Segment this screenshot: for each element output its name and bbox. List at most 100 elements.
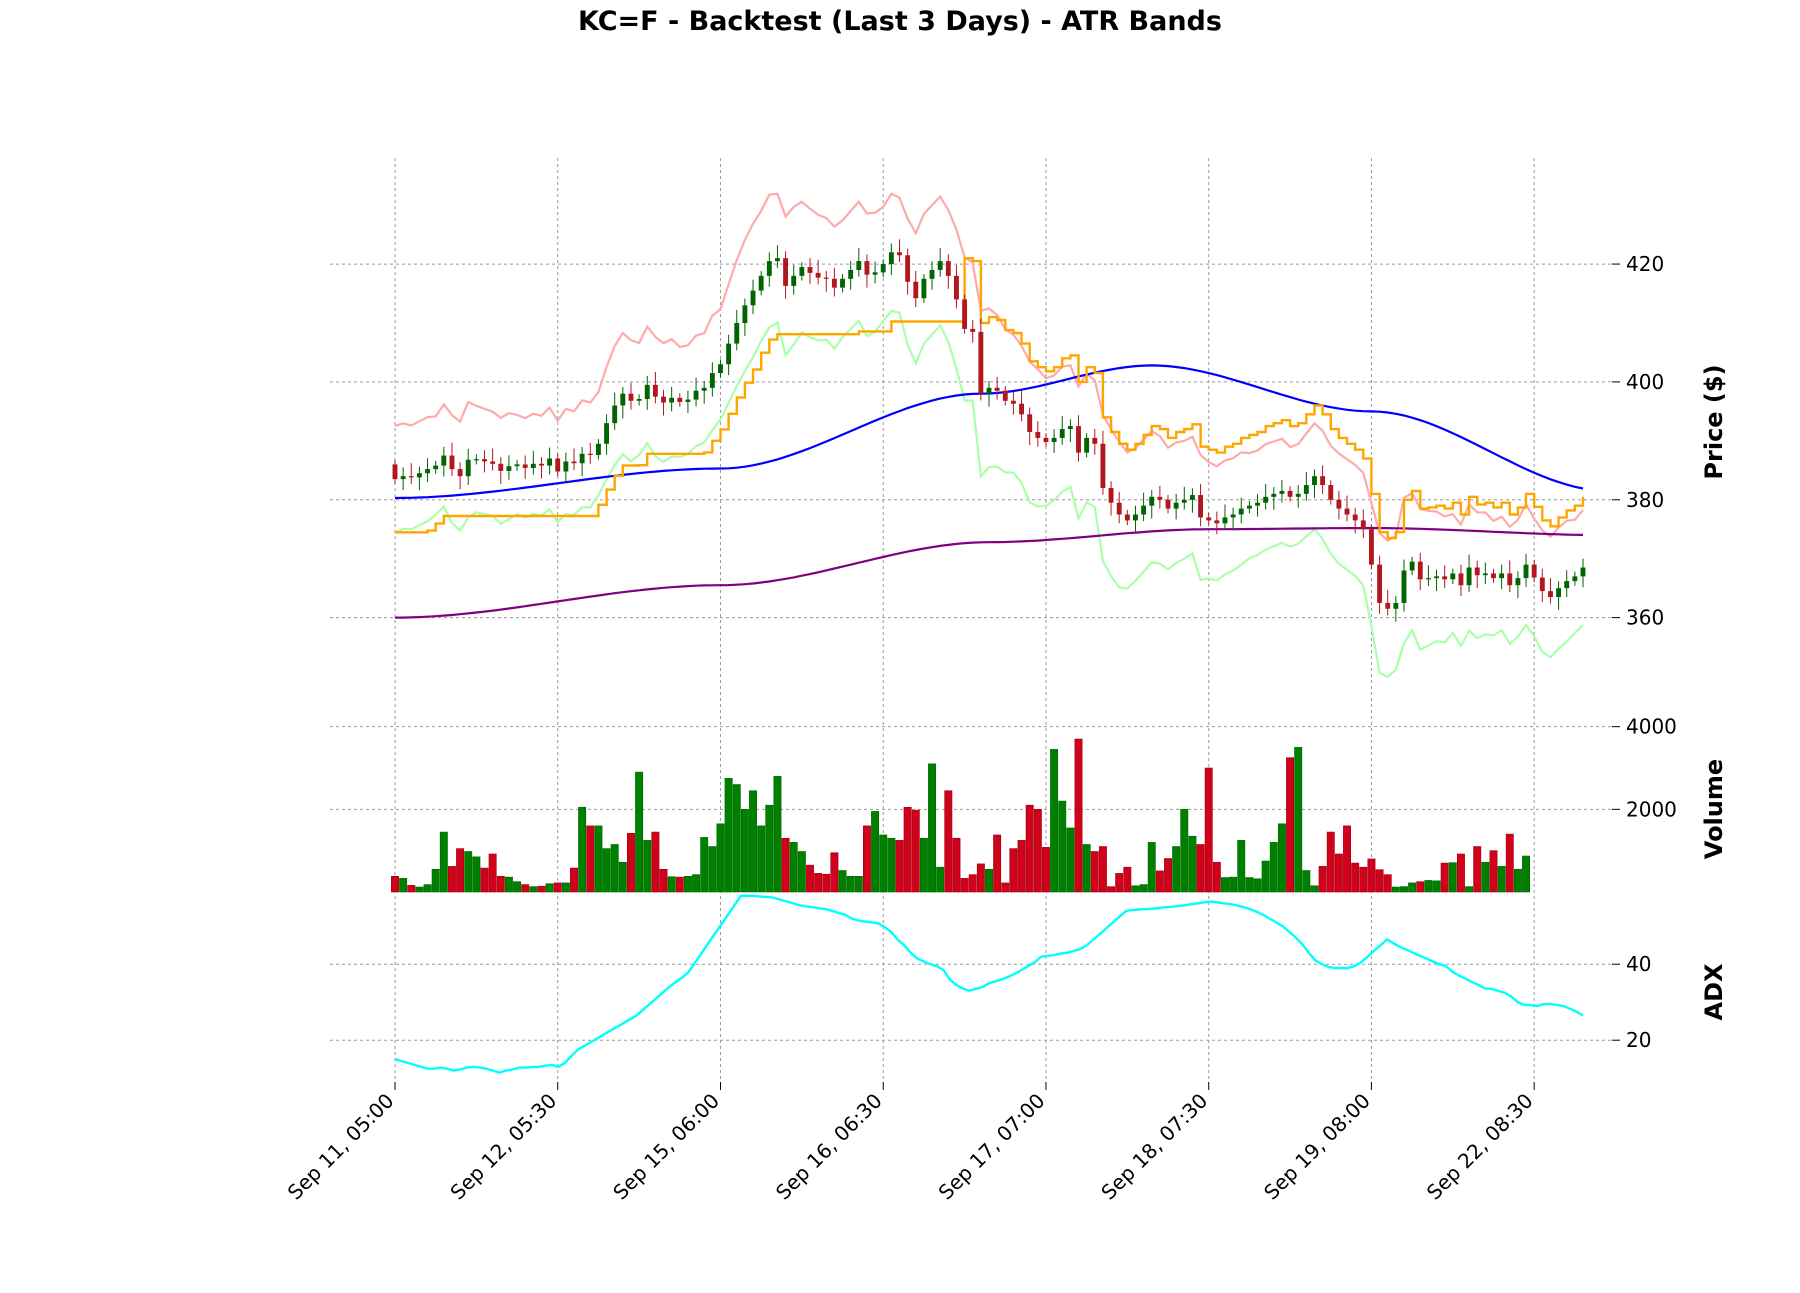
adx-line bbox=[394, 894, 1584, 1074]
volume-bar bbox=[1408, 882, 1417, 893]
candle-body bbox=[1295, 493, 1301, 497]
volume-bar bbox=[1359, 866, 1368, 893]
volume-bar bbox=[423, 884, 432, 893]
volume-bar bbox=[635, 771, 644, 893]
volume-bar bbox=[1131, 885, 1140, 893]
x-tick-label: Sep 11, 05:00 bbox=[283, 1089, 399, 1205]
volume-bar bbox=[1343, 825, 1351, 893]
volume-bar bbox=[399, 878, 408, 893]
x-tick-label: Sep 12, 05:30 bbox=[445, 1089, 561, 1205]
candle-body bbox=[734, 322, 740, 344]
candle-body bbox=[1572, 576, 1578, 582]
candle-body bbox=[1368, 529, 1374, 565]
candle-body bbox=[1165, 499, 1171, 509]
volume-bar bbox=[521, 884, 530, 893]
candle-body bbox=[522, 464, 528, 468]
volume-bar bbox=[1473, 846, 1482, 893]
trailing-stop-line bbox=[395, 257, 1585, 540]
volume-bar bbox=[472, 856, 481, 893]
candle-body bbox=[1255, 502, 1260, 506]
candle-body bbox=[921, 278, 927, 299]
volume-bar bbox=[610, 844, 619, 893]
candle-body bbox=[1124, 514, 1130, 521]
volume-bar bbox=[944, 790, 953, 893]
volume-bar bbox=[513, 881, 522, 893]
candle-body bbox=[1385, 602, 1391, 609]
candle-body bbox=[1466, 567, 1472, 586]
x-tick-label: Sep 22, 08:30 bbox=[1422, 1089, 1538, 1205]
volume-bar bbox=[1033, 809, 1042, 893]
candle-body bbox=[677, 397, 683, 402]
candle-body bbox=[693, 390, 699, 400]
candle-body bbox=[954, 275, 959, 300]
candle-body bbox=[400, 476, 406, 480]
candle-body bbox=[742, 305, 748, 323]
volume-bar bbox=[1351, 862, 1360, 893]
x-tick-label: Sep 15, 06:00 bbox=[608, 1089, 724, 1205]
candle-body bbox=[392, 464, 398, 480]
volume-bar bbox=[1318, 866, 1327, 893]
candle-body bbox=[1198, 495, 1204, 518]
volume-bar bbox=[643, 840, 652, 893]
adx-y-tick-label: 40 bbox=[1626, 952, 1651, 976]
candle-body bbox=[587, 453, 593, 456]
volume-bar bbox=[1066, 827, 1075, 893]
candle-body bbox=[897, 252, 902, 256]
candle-body bbox=[1556, 588, 1562, 597]
volume-bar bbox=[838, 870, 847, 893]
candle-body bbox=[718, 364, 723, 374]
candle-body bbox=[490, 461, 496, 464]
x-tick-label: Sep 18, 07:30 bbox=[1096, 1089, 1212, 1205]
candle-body bbox=[644, 384, 650, 400]
candle-body bbox=[441, 455, 447, 466]
volume-bar bbox=[1253, 878, 1262, 893]
candle-body bbox=[1263, 496, 1269, 503]
candle-body bbox=[807, 267, 813, 273]
candle-body bbox=[1491, 573, 1496, 579]
volume-bar bbox=[1261, 860, 1270, 893]
candle-body bbox=[1116, 502, 1122, 515]
volume-bar bbox=[1115, 873, 1124, 893]
volume-bar bbox=[773, 775, 782, 893]
candle-body bbox=[563, 461, 569, 472]
lower-atr-band-line bbox=[394, 309, 1584, 679]
volume-bar bbox=[651, 831, 660, 893]
volume-bar bbox=[716, 823, 725, 893]
volume-bar bbox=[732, 784, 741, 893]
candle-body bbox=[1246, 505, 1252, 509]
volume-bar bbox=[822, 873, 831, 893]
candle-body bbox=[701, 387, 707, 391]
volume-bar bbox=[895, 840, 904, 893]
volume-y-tick-label: 4000 bbox=[1626, 715, 1677, 739]
volume-bar bbox=[1001, 882, 1010, 893]
volume-bar bbox=[911, 809, 920, 893]
volume-bar bbox=[1334, 853, 1343, 893]
volume-bar bbox=[1440, 862, 1449, 893]
volume-bar bbox=[1221, 877, 1229, 893]
candle-body bbox=[1287, 490, 1293, 497]
candle-body bbox=[1002, 390, 1008, 401]
volume-bar bbox=[667, 876, 676, 893]
volume-bar bbox=[960, 878, 969, 893]
candle-body bbox=[1564, 581, 1570, 589]
volume-bar bbox=[1465, 886, 1474, 893]
price-y-tick-label: 400 bbox=[1626, 370, 1664, 394]
volume-bar bbox=[1448, 862, 1457, 893]
volume-bar bbox=[618, 861, 627, 893]
volume-bar bbox=[683, 875, 692, 893]
candle-body bbox=[1474, 567, 1480, 576]
candle-body bbox=[962, 299, 968, 329]
candle-body bbox=[1507, 573, 1513, 586]
candle-body bbox=[604, 423, 610, 444]
volume-bar bbox=[439, 831, 448, 893]
volume-bar bbox=[496, 875, 505, 893]
candle-body bbox=[791, 275, 797, 286]
candle-body bbox=[1076, 426, 1081, 453]
candle-body bbox=[1401, 570, 1407, 603]
volume-bar bbox=[749, 790, 757, 893]
candle-body bbox=[1458, 573, 1464, 586]
candle-body bbox=[1059, 429, 1065, 438]
volume-bar bbox=[1139, 884, 1148, 893]
volume-bar bbox=[447, 866, 456, 893]
volume-bar bbox=[1164, 858, 1172, 893]
